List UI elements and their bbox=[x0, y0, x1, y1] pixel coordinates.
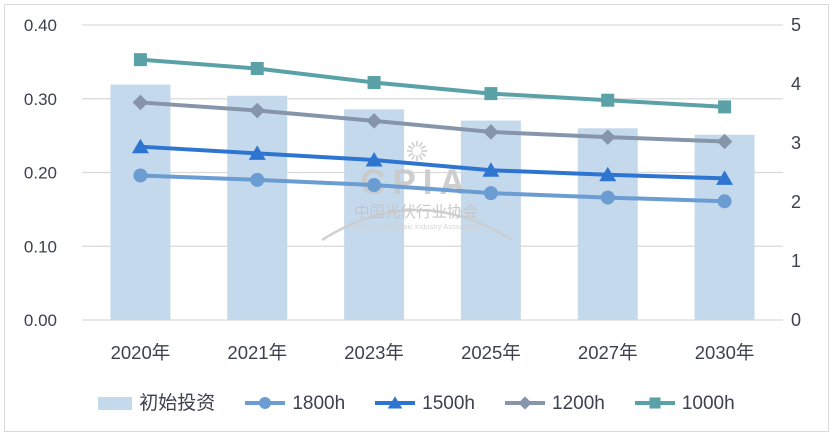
left-axis-tick-label: 0.20 bbox=[24, 164, 57, 183]
left-axis-tick-label: 0.40 bbox=[24, 16, 57, 35]
circle-marker bbox=[133, 168, 148, 183]
x-axis-label: 2030年 bbox=[695, 342, 755, 363]
circle-marker bbox=[600, 190, 615, 205]
x-axis-label: 2027年 bbox=[578, 342, 638, 363]
bar-2030年 bbox=[694, 134, 755, 320]
circle-marker bbox=[483, 186, 498, 201]
right-axis-tick-label: 2 bbox=[791, 192, 801, 212]
triangle-marker bbox=[131, 138, 149, 154]
square-marker bbox=[484, 87, 498, 101]
series-1500h bbox=[131, 138, 734, 185]
x-axis-label: 2020年 bbox=[111, 342, 171, 363]
legend-item-1500h: 1500h bbox=[375, 394, 475, 413]
triangle-marker bbox=[716, 170, 734, 185]
triangle-marker bbox=[365, 151, 383, 167]
sun-ray-icon bbox=[418, 141, 423, 148]
series-1800h bbox=[133, 168, 732, 209]
diamond-marker bbox=[599, 129, 616, 145]
series-line bbox=[140, 173, 725, 204]
sun-ray-icon bbox=[418, 154, 423, 161]
lcoe-combo-chart: 0.00 0.10 0.20 0.30 0.40 0 1 2 3 4 5 CPIA中国光伏行业协会Ch… bbox=[24, 15, 801, 363]
line-diamond-swatch bbox=[505, 396, 545, 410]
square-marker bbox=[250, 62, 264, 76]
diamond-marker bbox=[132, 94, 149, 111]
x-axis-label: 2021年 bbox=[227, 342, 287, 363]
square-marker bbox=[718, 100, 732, 114]
bar-2021年 bbox=[227, 95, 288, 320]
left-axis-tick-label: 0.00 bbox=[24, 311, 57, 330]
triangle-marker bbox=[248, 145, 266, 160]
legend-item-1800h: 1800h bbox=[245, 394, 345, 413]
bar-2023年 bbox=[344, 109, 405, 321]
series-line bbox=[140, 144, 725, 181]
bar-2020年 bbox=[110, 84, 171, 320]
bar-2027年 bbox=[577, 128, 638, 320]
legend-item-1200h: 1200h bbox=[505, 394, 605, 413]
x-axis-label: 2023年 bbox=[344, 342, 404, 363]
series-line bbox=[140, 57, 725, 109]
legend-label: 1000h bbox=[681, 392, 735, 414]
square-marker bbox=[133, 53, 147, 67]
sun-ray-icon bbox=[420, 152, 427, 157]
diamond-marker bbox=[518, 396, 532, 410]
right-axis-tick-label: 4 bbox=[791, 74, 801, 94]
sun-ray-icon bbox=[407, 152, 414, 157]
square-marker bbox=[367, 76, 381, 90]
line-circle-swatch bbox=[245, 397, 286, 409]
legend-item-initial-investment: 初始投资 bbox=[98, 394, 215, 413]
circle-marker bbox=[367, 178, 382, 193]
right-axis-tick-label: 1 bbox=[791, 251, 801, 271]
line-triangle-swatch bbox=[375, 396, 416, 409]
circle-marker bbox=[717, 194, 732, 209]
right-axis-tick-label: 0 bbox=[791, 310, 801, 330]
right-axis-tick-label: 3 bbox=[791, 133, 801, 153]
legend-item-1000h: 1000h bbox=[634, 392, 735, 414]
watermark-arc bbox=[321, 208, 513, 242]
chart-legend: 初始投资 1800h 1500h 1200h 1000h bbox=[0, 386, 833, 420]
watermark-name-en: China Photovoltaic Industry Association bbox=[350, 222, 481, 231]
legend-label: 1800h bbox=[292, 392, 346, 414]
watermark-name-cn: 中国光伏行业协会 bbox=[354, 203, 478, 221]
bar-swatch bbox=[98, 396, 133, 410]
triangle-marker bbox=[387, 396, 403, 409]
square-marker bbox=[601, 93, 615, 107]
series-1200h bbox=[132, 94, 733, 150]
legend-label: 1200h bbox=[552, 392, 605, 414]
sun-ray-icon bbox=[411, 141, 416, 148]
sun-ray-icon bbox=[420, 145, 427, 150]
triangle-marker bbox=[482, 162, 500, 177]
triangle-marker bbox=[599, 166, 617, 182]
left-axis-tick-label: 0.10 bbox=[24, 237, 57, 256]
series-line bbox=[140, 100, 725, 144]
left-axis-tick-label: 0.30 bbox=[24, 90, 57, 109]
square-marker bbox=[649, 397, 661, 409]
sun-ray-icon bbox=[407, 145, 414, 150]
circle-marker bbox=[259, 397, 272, 409]
diamond-marker bbox=[716, 133, 733, 150]
line-square-swatch bbox=[634, 397, 675, 409]
legend-label: 1500h bbox=[422, 392, 475, 414]
series-1000h bbox=[133, 53, 732, 114]
right-axis-tick-label: 5 bbox=[791, 15, 801, 35]
sun-ray-icon bbox=[411, 154, 416, 161]
legend-label: 初始投资 bbox=[139, 392, 216, 414]
x-axis-label: 2025年 bbox=[461, 342, 521, 363]
circle-marker bbox=[250, 172, 265, 187]
